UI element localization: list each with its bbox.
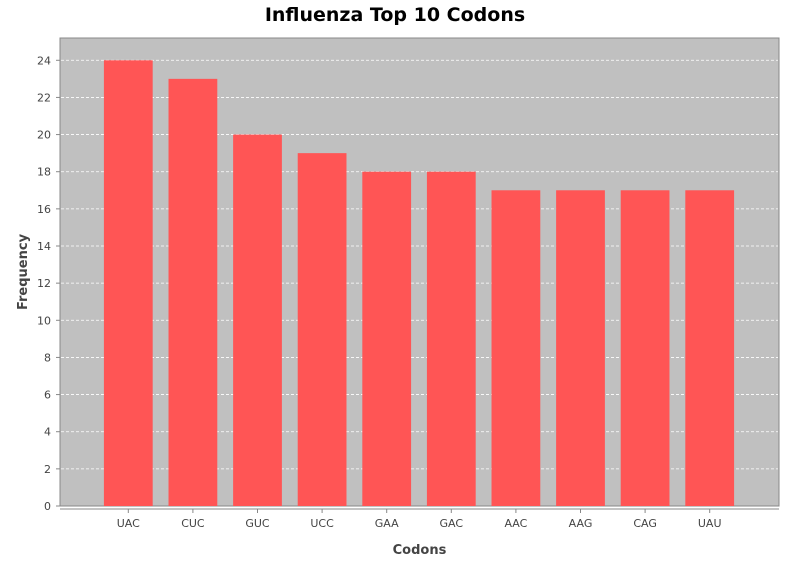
x-tick-label: UCC bbox=[310, 517, 334, 530]
plot-area bbox=[59, 37, 780, 507]
y-tick-label: 10 bbox=[37, 314, 51, 327]
bar-aac bbox=[491, 190, 541, 507]
y-tick-label: 20 bbox=[37, 129, 51, 142]
y-tick-label: 24 bbox=[37, 54, 51, 67]
y-tick-label: 8 bbox=[44, 351, 51, 364]
x-tick-label: AAG bbox=[569, 517, 593, 530]
bar-aag bbox=[556, 190, 605, 507]
y-tick-label: 6 bbox=[44, 389, 51, 402]
x-tick-label: CUC bbox=[181, 517, 205, 530]
y-tick-label: 2 bbox=[44, 463, 51, 476]
x-tick-label: GAA bbox=[375, 517, 399, 530]
bar-ucc bbox=[297, 153, 347, 506]
bars bbox=[103, 60, 735, 507]
bar-gaa bbox=[362, 171, 412, 506]
x-tick-label: AAC bbox=[504, 517, 527, 530]
x-tick-label: UAC bbox=[117, 517, 140, 530]
bar-cuc bbox=[168, 78, 218, 506]
y-tick-label: 22 bbox=[37, 91, 51, 104]
x-axis-label: Codons bbox=[393, 543, 447, 558]
x-tick-label: UAU bbox=[698, 517, 722, 530]
bar-cag bbox=[620, 190, 670, 507]
y-tick-label: 0 bbox=[44, 500, 51, 513]
y-tick-label: 14 bbox=[37, 240, 51, 253]
bar-uac bbox=[103, 60, 153, 507]
y-tick-label: 4 bbox=[44, 426, 51, 439]
bar-uau bbox=[685, 190, 735, 507]
x-tick-label: GAC bbox=[440, 517, 464, 530]
y-tick-label: 18 bbox=[37, 166, 51, 179]
y-axis-label: Frequency bbox=[16, 233, 31, 310]
bar-gac bbox=[426, 171, 476, 506]
x-tick-label: GUC bbox=[245, 517, 270, 530]
chart-title: Influenza Top 10 Codons bbox=[264, 4, 526, 26]
y-tick-label: 16 bbox=[37, 203, 51, 216]
x-tick-label: CAG bbox=[633, 517, 657, 530]
y-tick-label: 12 bbox=[37, 277, 51, 290]
bar-guc bbox=[233, 134, 282, 507]
